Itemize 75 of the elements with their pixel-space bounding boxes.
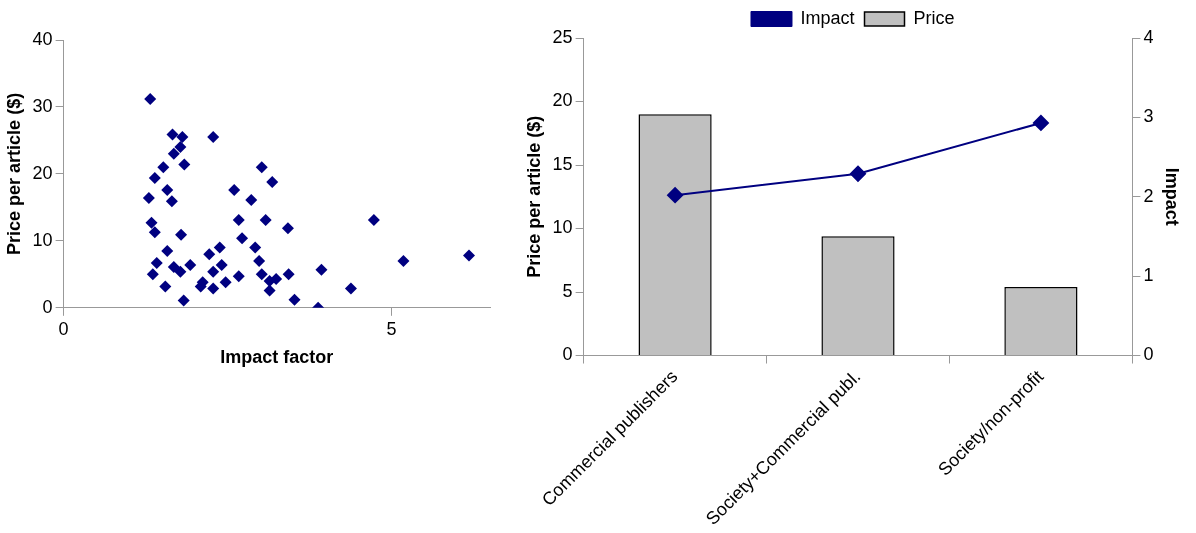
y2-tick-label: 3 (1143, 106, 1154, 127)
y-tick-label: 0 (562, 344, 573, 365)
x-axis-title: Impact factor (220, 347, 334, 368)
y2-tick-label: 0 (1143, 344, 1154, 365)
point (175, 228, 188, 241)
point (157, 161, 170, 174)
point (236, 232, 249, 245)
point (249, 241, 262, 254)
y-tick-label: 25 (552, 26, 573, 47)
point (148, 171, 161, 184)
point (315, 263, 328, 276)
point (270, 273, 283, 286)
point (161, 244, 174, 257)
point (166, 128, 179, 141)
y-tick-label: 0 (42, 296, 53, 317)
point (850, 165, 867, 182)
point (148, 226, 161, 239)
point (288, 293, 301, 306)
y-tick-label: 40 (32, 28, 53, 49)
y-tick-label: 10 (552, 217, 573, 238)
y-axis-title: Price per article ($) (523, 115, 544, 278)
point (177, 294, 190, 307)
point (207, 131, 220, 144)
point (146, 268, 159, 281)
point (142, 192, 155, 204)
y2-tick-label: 4 (1143, 26, 1154, 47)
y2-tick-label: 1 (1143, 265, 1154, 286)
point (184, 258, 197, 271)
y-tick-label: 5 (562, 280, 573, 301)
point (255, 268, 268, 281)
point (161, 183, 174, 196)
point (463, 249, 476, 262)
point (255, 161, 268, 174)
point (281, 222, 294, 235)
y-tick-label: 20 (552, 90, 573, 111)
point (219, 276, 232, 289)
point (174, 265, 187, 278)
legend-label: Impact (800, 7, 855, 28)
point (266, 175, 279, 188)
point (232, 270, 245, 283)
point (167, 260, 180, 273)
y-tick-label: 10 (32, 229, 53, 250)
point (282, 268, 295, 281)
point (213, 241, 226, 254)
y2-tick-label: 2 (1143, 185, 1154, 206)
point (150, 256, 163, 269)
point (178, 158, 191, 171)
point (144, 92, 157, 105)
legend-label: Price (913, 7, 955, 28)
y2-axis-title: Impact (1162, 167, 1183, 226)
point (215, 258, 228, 271)
y-tick-label: 15 (552, 153, 573, 174)
point (167, 147, 180, 160)
point (245, 194, 258, 207)
point (263, 284, 276, 297)
y-tick-label: 30 (32, 95, 53, 116)
point (207, 282, 220, 295)
point (203, 248, 216, 261)
point (176, 131, 189, 144)
point (165, 195, 178, 208)
y-tick-label: 20 (32, 162, 53, 183)
point (159, 280, 172, 293)
point (667, 187, 684, 204)
point (145, 216, 158, 229)
point (259, 214, 272, 227)
y-axis-title: Price per article ($) (3, 92, 24, 255)
point (174, 141, 187, 154)
point (253, 254, 266, 267)
point (228, 183, 241, 196)
point (344, 282, 357, 295)
point (397, 254, 410, 267)
point (232, 214, 245, 227)
point (207, 265, 220, 278)
point (367, 214, 380, 227)
point (1032, 114, 1049, 131)
